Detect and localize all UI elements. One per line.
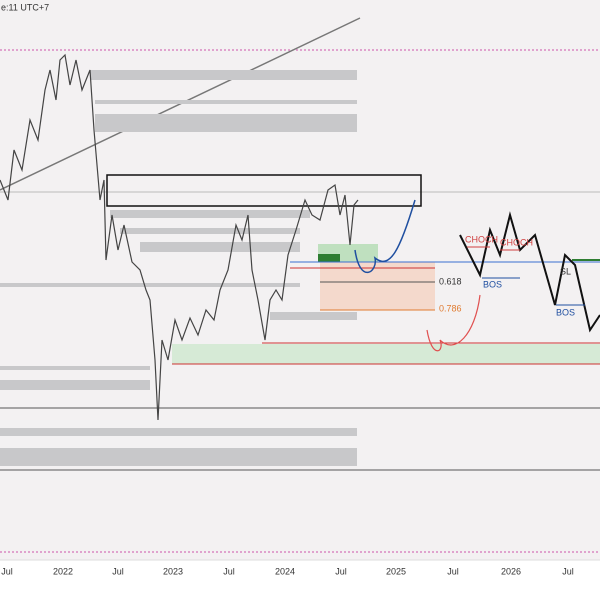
x-tick-label: Jul: [1, 566, 13, 576]
projection-curve: [354, 199, 416, 274]
annotations: CHOCH CHOCH BOS BOS SL 0.618 0.786: [439, 234, 575, 317]
order-block: [318, 254, 340, 262]
x-tick-label: 2024: [275, 566, 295, 576]
fib-zone: [320, 262, 435, 310]
x-tick-label: 2025: [386, 566, 406, 576]
x-tick-label: Jul: [112, 566, 124, 576]
annotation: 0.786: [439, 303, 462, 313]
x-tick-label: Jul: [447, 566, 459, 576]
x-tick-label: 2023: [163, 566, 183, 576]
projection-curve: [426, 294, 481, 352]
x-tick-label: 2026: [501, 566, 521, 576]
annotation: 0.618: [439, 276, 462, 286]
supply-box: [106, 174, 422, 207]
annotation: CHOCH: [500, 237, 533, 247]
price-line: [0, 53, 359, 421]
time-axis-area: [0, 560, 600, 600]
annotation: BOS: [556, 307, 575, 317]
x-tick-label: Jul: [562, 566, 574, 576]
timezone: e:11 UTC+7: [1, 2, 49, 12]
zones: [0, 70, 357, 466]
x-tick-label: Jul: [335, 566, 347, 576]
x-tick-label: 2022: [53, 566, 73, 576]
annotation: BOS: [483, 279, 502, 289]
demand-zone: [172, 344, 600, 364]
x-tick-label: Jul: [223, 566, 235, 576]
annotation: CHOCH: [465, 234, 498, 244]
x-axis: Jul 2022 Jul 2023 Jul 2024 Jul 2025 Jul 2026 Jul: [1, 566, 574, 576]
annotation: SL: [560, 266, 571, 276]
